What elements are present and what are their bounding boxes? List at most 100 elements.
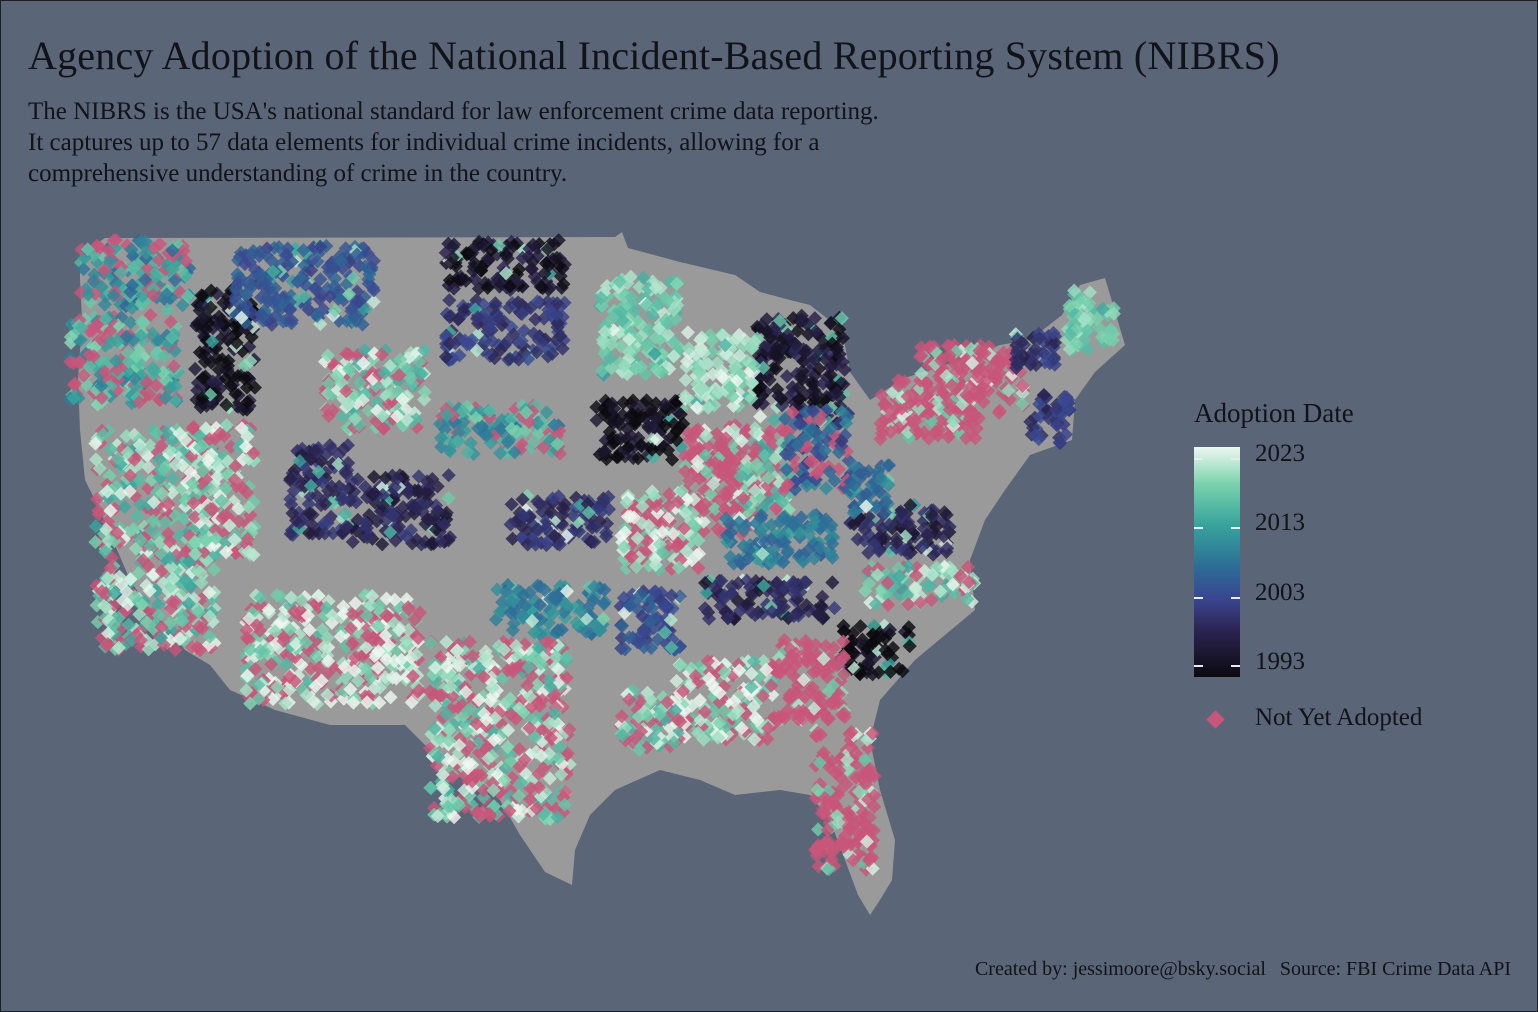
agency-point-ca bbox=[105, 550, 120, 565]
agency-point-ca bbox=[146, 505, 161, 520]
agency-point-id bbox=[218, 371, 233, 386]
agency-point-nd bbox=[526, 237, 541, 252]
agency-point-or bbox=[134, 314, 149, 330]
agency-point-ca bbox=[165, 471, 180, 486]
agency-point-wa bbox=[137, 272, 153, 287]
agency-point-ca bbox=[177, 511, 192, 526]
agency-point-ca bbox=[193, 642, 208, 658]
agency-point-ca bbox=[134, 442, 149, 458]
agency-point-id bbox=[195, 391, 210, 406]
agency-point-ca bbox=[206, 562, 222, 577]
agency-point-mt bbox=[366, 283, 381, 298]
agency-point-mt bbox=[350, 247, 365, 262]
agency-point-or bbox=[163, 314, 178, 329]
agency-point-nd bbox=[446, 281, 461, 296]
agency-point-mt bbox=[346, 271, 361, 286]
agency-point-ca bbox=[89, 491, 105, 507]
agency-point-mt bbox=[234, 310, 249, 325]
agency-point-ca bbox=[156, 462, 172, 477]
agency-point-mt bbox=[338, 241, 353, 256]
agency-point-nd bbox=[537, 266, 552, 281]
agency-point-wa bbox=[126, 260, 141, 275]
agency-point-nd bbox=[554, 280, 569, 295]
agency-point-wa bbox=[146, 288, 161, 303]
agency-point-or bbox=[163, 380, 178, 396]
agency-point-or bbox=[103, 323, 118, 338]
agency-point-id bbox=[216, 295, 231, 310]
agency-point-or bbox=[86, 349, 101, 364]
agency-point-or bbox=[156, 365, 171, 380]
agency-point-id bbox=[220, 358, 236, 373]
agency-point-ca bbox=[173, 631, 188, 646]
agency-point-ca bbox=[142, 583, 157, 598]
agency-point-id bbox=[205, 374, 220, 389]
agency-point-ca bbox=[166, 571, 181, 586]
agency-point-wa bbox=[106, 288, 121, 303]
agency-point-or bbox=[71, 355, 87, 370]
agency-point-or bbox=[142, 387, 157, 402]
agency-point-ca bbox=[202, 585, 217, 600]
agency-point-ca bbox=[126, 521, 141, 537]
agency-point-ca bbox=[123, 572, 138, 587]
agency-point-ca bbox=[98, 600, 113, 615]
agency-point-mt bbox=[366, 294, 381, 309]
agency-point-ca bbox=[154, 486, 170, 501]
agency-point-id bbox=[228, 386, 243, 401]
agency-point-ca bbox=[96, 427, 111, 442]
agency-point-mt bbox=[342, 254, 357, 270]
agency-point-mt bbox=[305, 253, 320, 268]
agency-point-ca bbox=[107, 586, 122, 601]
agency-point-ca bbox=[103, 560, 118, 576]
agency-point-id bbox=[192, 303, 207, 318]
agency-point-mt bbox=[312, 292, 327, 307]
agency-point-ca bbox=[111, 640, 126, 655]
agency-point-ca bbox=[158, 515, 173, 530]
agency-point-ca bbox=[202, 629, 217, 644]
agency-point-or bbox=[66, 391, 81, 406]
agency-point-wa bbox=[123, 284, 138, 299]
agency-point-id bbox=[189, 318, 204, 333]
agency-point-ca bbox=[124, 633, 139, 648]
agency-point-id bbox=[212, 309, 227, 324]
agency-point-wa bbox=[165, 243, 180, 258]
agency-point-mt bbox=[228, 293, 243, 308]
subtitle-line: It captures up to 57 data elements for i… bbox=[28, 129, 820, 156]
agency-point-ca bbox=[175, 614, 190, 629]
agency-point-id bbox=[243, 354, 258, 369]
agency-point-ca bbox=[119, 429, 134, 444]
agency-point-or bbox=[76, 368, 92, 383]
agency-point-ca bbox=[168, 642, 183, 657]
agency-point-mt bbox=[259, 276, 274, 291]
agency-point-ca bbox=[110, 451, 125, 466]
agency-point-ca bbox=[127, 452, 142, 468]
agency-point-id bbox=[240, 395, 255, 410]
agency-point-id bbox=[220, 332, 235, 347]
agency-point-nd bbox=[461, 246, 476, 261]
agency-point-ca bbox=[91, 507, 106, 522]
agency-point-wa bbox=[175, 298, 190, 313]
agency-point-wa bbox=[152, 236, 167, 252]
agency-point-ca bbox=[88, 436, 103, 451]
agency-point-mt bbox=[284, 313, 299, 328]
agency-point-mt bbox=[360, 246, 375, 261]
agency-point-mt bbox=[327, 271, 343, 286]
agency-point-wa bbox=[81, 287, 96, 302]
agency-point-nd bbox=[492, 279, 507, 294]
agency-point-or bbox=[97, 364, 112, 379]
agency-point-ca bbox=[163, 601, 178, 616]
agency-point-nd bbox=[512, 262, 527, 277]
agency-point-mt bbox=[254, 307, 269, 322]
agency-point-ca bbox=[144, 523, 159, 538]
agency-point-ca bbox=[134, 597, 149, 612]
subtitle-line: comprehensive understanding of crime in … bbox=[28, 160, 568, 187]
agency-point-ca bbox=[152, 452, 167, 467]
agency-point-ca bbox=[127, 589, 142, 604]
agency-point-nd bbox=[471, 237, 486, 252]
agency-point-ca bbox=[121, 617, 136, 632]
agency-point-mt bbox=[313, 239, 328, 254]
agency-point-ca bbox=[152, 535, 167, 550]
agency-point-ca bbox=[164, 559, 179, 575]
agency-point-nd bbox=[549, 250, 564, 265]
agency-point-ca bbox=[122, 484, 137, 499]
agency-point-ca bbox=[133, 633, 148, 648]
